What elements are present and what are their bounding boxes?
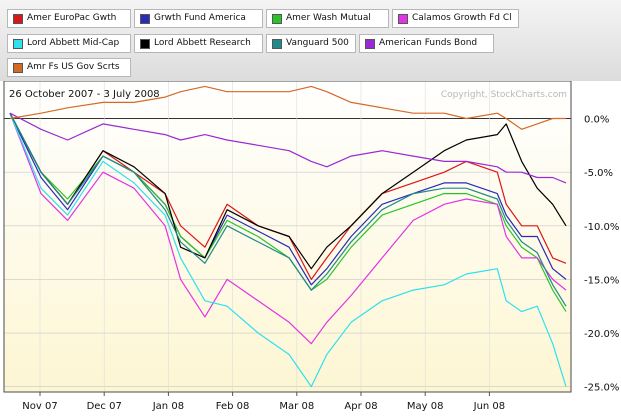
legend-item[interactable]: Amer Wash Mutual bbox=[266, 9, 389, 28]
series-line bbox=[9, 112, 567, 184]
legend-swatch bbox=[272, 14, 282, 24]
series-line bbox=[9, 112, 567, 388]
legend-swatch bbox=[365, 39, 375, 49]
legend-swatch bbox=[272, 39, 282, 49]
legend-item[interactable]: Amer EuroPac Gwth bbox=[7, 9, 131, 28]
legend-swatch bbox=[13, 63, 23, 73]
y-tick-label: 0.0% bbox=[584, 115, 609, 126]
legend-swatch bbox=[13, 14, 23, 24]
x-tick-label: Jun 08 bbox=[473, 401, 506, 412]
plot-frame bbox=[3, 81, 572, 393]
x-tick-label: Feb 08 bbox=[216, 401, 250, 412]
legend-label: Grwth Fund America bbox=[154, 13, 246, 23]
series-line bbox=[9, 85, 566, 130]
line-chart: 26 October 2007 - 3 July 2008 Copyright,… bbox=[3, 81, 619, 412]
legend-item[interactable]: Lord Abbett Mid-Cap bbox=[7, 34, 131, 53]
series-line bbox=[9, 112, 567, 307]
legend-label: Lord Abbett Mid-Cap bbox=[27, 38, 120, 48]
legend: Amer EuroPac Gwth Grwth Fund America Ame… bbox=[0, 0, 621, 81]
x-tick-label: Dec 07 bbox=[87, 401, 122, 412]
legend-swatch bbox=[140, 14, 150, 24]
series-line bbox=[9, 112, 567, 280]
legend-label: Lord Abbett Research bbox=[154, 38, 251, 48]
x-tick-label: Nov 07 bbox=[22, 401, 57, 412]
legend-item[interactable]: Grwth Fund America bbox=[134, 9, 263, 28]
series-line bbox=[9, 112, 567, 345]
legend-label: American Funds Bond bbox=[379, 38, 478, 48]
legend-label: Amer Wash Mutual bbox=[286, 13, 371, 23]
y-tick-label: -20.0% bbox=[584, 329, 619, 340]
legend-swatch bbox=[398, 14, 408, 24]
labels-layer: 26 October 2007 - 3 July 2008 Copyright,… bbox=[9, 89, 619, 412]
legend-label: Amer EuroPac Gwth bbox=[27, 13, 117, 23]
legend-item[interactable]: Amr Fs US Gov Scrts bbox=[7, 58, 131, 77]
series-layer bbox=[9, 85, 567, 388]
y-tick-label: -10.0% bbox=[584, 222, 619, 233]
date-range: 26 October 2007 - 3 July 2008 bbox=[9, 89, 160, 100]
legend-swatch bbox=[140, 39, 150, 49]
x-tick-label: May 08 bbox=[407, 401, 444, 412]
legend-label: Vanguard 500 bbox=[286, 38, 349, 48]
legend-item[interactable]: Lord Abbett Research bbox=[134, 34, 263, 53]
legend-item[interactable]: American Funds Bond bbox=[359, 34, 494, 53]
legend-label: Calamos Growth Fd Cl bbox=[412, 13, 512, 23]
legend-item[interactable]: Vanguard 500 bbox=[266, 34, 356, 53]
x-tick-label: Jan 08 bbox=[152, 401, 184, 412]
copyright: Copyright, StockCharts.com bbox=[441, 90, 567, 100]
series-line bbox=[9, 112, 567, 270]
y-tick-label: -25.0% bbox=[584, 383, 619, 394]
legend-label: Amr Fs US Gov Scrts bbox=[27, 62, 120, 72]
y-tick-label: -15.0% bbox=[584, 275, 619, 286]
x-tick-label: Mar 08 bbox=[279, 401, 314, 412]
legend-item[interactable]: Calamos Growth Fd Cl bbox=[392, 9, 519, 28]
legend-swatch bbox=[13, 39, 23, 49]
x-tick-label: Apr 08 bbox=[344, 401, 377, 412]
y-tick-label: -5.0% bbox=[584, 168, 613, 179]
